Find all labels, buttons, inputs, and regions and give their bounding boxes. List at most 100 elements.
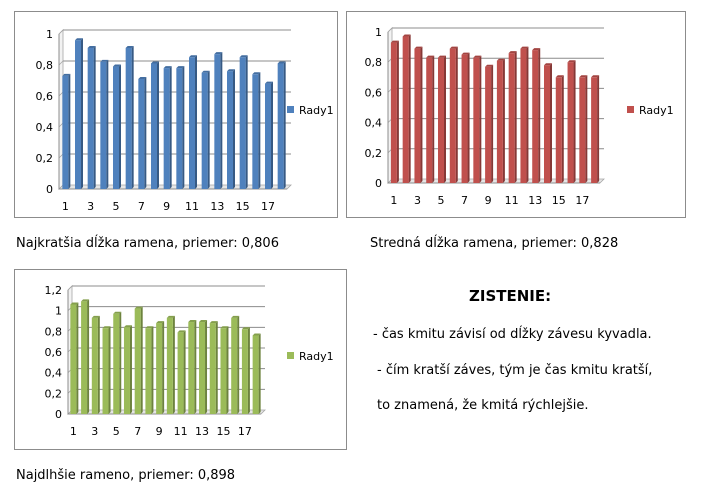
bar	[579, 75, 588, 183]
bar-front	[252, 74, 259, 189]
bar-top	[265, 81, 273, 84]
bar	[227, 69, 235, 189]
bar-front	[508, 53, 515, 183]
bar	[123, 325, 132, 414]
x-tick-label: 11	[174, 425, 188, 438]
bar-front	[231, 317, 238, 414]
bar-top	[532, 48, 541, 51]
bar-side	[93, 45, 96, 190]
y-tick-label: 0	[375, 177, 382, 190]
bar	[151, 61, 159, 190]
bar-top	[241, 327, 250, 330]
bar-top	[591, 75, 600, 78]
legend: Rady1	[287, 104, 334, 117]
y-tick-label: 0	[55, 408, 62, 421]
bar	[87, 45, 96, 190]
y-tick-label: 0,6	[45, 346, 63, 359]
bar-front	[81, 301, 88, 414]
gridline-side	[58, 29, 64, 35]
bar-front	[70, 304, 77, 414]
bar-top	[209, 321, 218, 324]
bar-side	[157, 61, 159, 190]
bar-front	[145, 328, 152, 414]
bar-top	[214, 52, 223, 55]
bar-side	[502, 58, 505, 183]
legend-label: Rady1	[639, 104, 674, 117]
x-tick-label: 15	[216, 425, 230, 438]
caption-shortest: Najkratšia dĺžka ramena, priemer: 0,806	[16, 236, 279, 251]
bar-front	[113, 313, 120, 414]
bar	[485, 64, 494, 183]
x-tick-label: 17	[575, 194, 589, 207]
y-tick-label: 1	[55, 305, 62, 318]
bar	[102, 326, 111, 414]
x-tick-label: 1	[390, 194, 397, 207]
bar-side	[271, 81, 273, 189]
bar-top	[134, 306, 143, 309]
bar-side	[97, 315, 100, 414]
bar	[70, 302, 79, 414]
y-tick-label: 0,2	[45, 387, 63, 400]
bar-front	[227, 71, 233, 189]
bar-front	[134, 308, 141, 414]
bar-side	[81, 38, 83, 190]
bar-top	[138, 76, 147, 79]
bar-top	[188, 320, 197, 323]
bar-front	[62, 75, 69, 189]
bar	[544, 63, 552, 183]
bar-top	[485, 64, 494, 67]
bar	[113, 311, 122, 414]
y-tick-label: 1	[46, 28, 53, 41]
bar	[113, 64, 121, 189]
gridline-side	[67, 285, 73, 291]
bar-front	[414, 48, 421, 183]
bar-side	[183, 330, 186, 414]
bar-front	[156, 323, 163, 414]
bar-side	[172, 315, 175, 414]
x-tick-label: 11	[185, 200, 199, 213]
bar-side	[226, 326, 229, 414]
bar	[591, 75, 600, 183]
bar-side	[215, 321, 218, 414]
bar-top	[555, 75, 564, 78]
bar	[189, 55, 197, 189]
bar-front	[189, 57, 195, 189]
x-tick-label: 9	[156, 425, 163, 438]
bar	[214, 52, 223, 190]
bar-front	[390, 42, 397, 183]
bar-top	[113, 311, 122, 314]
bar-side	[514, 51, 517, 183]
bar	[532, 48, 541, 184]
bar-top	[473, 55, 482, 58]
bar-top	[544, 63, 552, 66]
bar-top	[239, 55, 248, 58]
bar-front	[426, 57, 433, 183]
x-tick-label: 1	[70, 425, 77, 438]
bar	[201, 70, 210, 189]
y-tick-label: 0,2	[365, 147, 383, 160]
x-tick-label: 13	[528, 194, 542, 207]
bar-top	[496, 58, 505, 61]
bar	[390, 40, 399, 183]
y-tick-label: 0,8	[45, 325, 63, 338]
legend-swatch	[627, 106, 634, 113]
bar-top	[508, 51, 517, 54]
x-tick-label: 17	[238, 425, 252, 438]
bar-side	[131, 45, 134, 190]
bar	[220, 326, 229, 414]
bar-side	[119, 311, 122, 414]
bar-side	[106, 59, 109, 190]
legend-label: Rady1	[299, 104, 334, 117]
x-tick-label: 1	[62, 200, 69, 213]
bar-side	[585, 75, 588, 183]
bar-front	[239, 57, 246, 189]
bar-front	[214, 54, 221, 190]
bar-front	[166, 317, 173, 414]
bar-top	[156, 321, 165, 324]
bar	[567, 60, 576, 184]
bar-side	[538, 48, 541, 184]
conclusion-line-2: - čím kratší záves, tým je čas kmitu kra…	[377, 363, 653, 378]
x-tick-label: 13	[210, 200, 224, 213]
